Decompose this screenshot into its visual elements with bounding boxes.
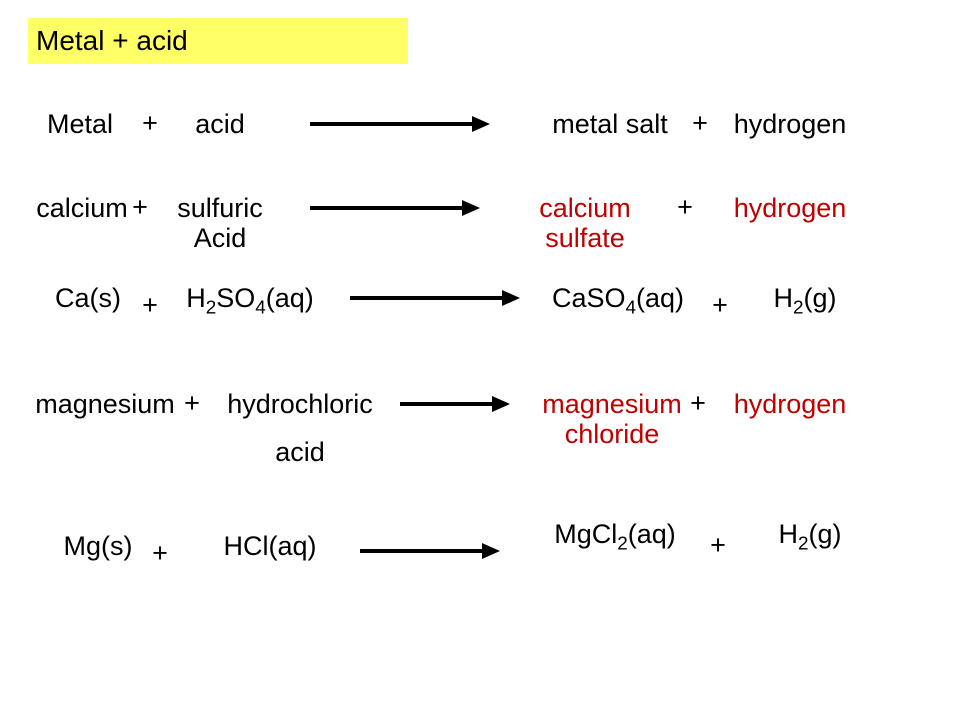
plus-sign: +	[142, 290, 158, 321]
plus-sign: +	[712, 290, 728, 321]
equation-term: calcium	[36, 192, 128, 224]
plus-sign: +	[142, 108, 158, 139]
equation-term: hydrogen	[734, 108, 847, 140]
equation-term: hydrogen	[734, 388, 847, 420]
equation-term: metal salt	[552, 108, 668, 140]
equation-term: MgCl2(aq)	[554, 518, 676, 550]
plus-sign: +	[692, 108, 708, 139]
plus-sign: +	[710, 530, 726, 561]
equation-term-sub: sulfate	[545, 222, 625, 254]
plus-sign: +	[677, 192, 693, 223]
equation-term-sub: acid	[275, 436, 325, 468]
reaction-arrow	[350, 288, 520, 308]
reaction-arrow	[360, 541, 500, 561]
equation-term: hydrogen	[734, 192, 847, 224]
equation-term: H2(g)	[773, 282, 836, 314]
plus-sign: +	[184, 388, 200, 419]
equation-term: CaSO4(aq)	[552, 282, 684, 314]
equation-term: magnesium	[35, 388, 175, 420]
reaction-arrow	[310, 114, 490, 134]
equation-term: Mg(s)	[64, 530, 133, 562]
title-highlight: Metal + acid	[28, 18, 408, 64]
slide: Metal + acid Metal + acid metal salt + hydrog…	[0, 0, 960, 720]
equation-term: sulfuric	[177, 192, 263, 224]
equation-term-sub: Acid	[194, 222, 247, 254]
plus-sign: +	[152, 538, 168, 569]
equation-term: magnesium	[542, 388, 682, 420]
equation-term: H2(g)	[778, 518, 841, 550]
equation-term: Ca(s)	[55, 282, 121, 314]
equation-term: HCl(aq)	[223, 530, 316, 562]
reaction-arrow	[310, 198, 480, 218]
reaction-arrow	[400, 394, 510, 414]
equation-term: H2SO4(aq)	[186, 282, 314, 314]
slide-title: Metal + acid	[36, 25, 188, 57]
plus-sign: +	[132, 192, 148, 223]
plus-sign: +	[690, 388, 706, 419]
equation-term: Metal	[47, 108, 113, 140]
equation-term: hydrochloric	[227, 388, 373, 420]
equation-term: calcium	[539, 192, 631, 224]
equation-term: acid	[195, 108, 245, 140]
equation-term-sub: chloride	[565, 418, 660, 450]
